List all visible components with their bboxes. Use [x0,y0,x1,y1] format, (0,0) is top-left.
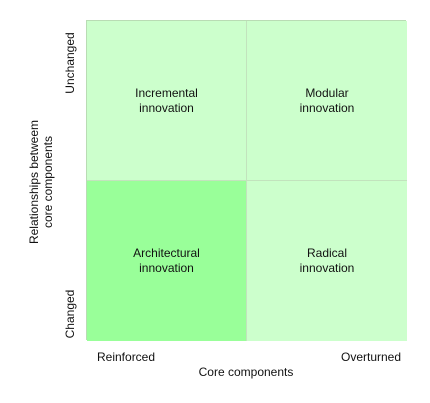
quadrant-radical: Radical innovation [247,181,407,341]
y-axis-bottom-label: Changed [63,289,77,339]
quadrant-modular: Modular innovation [247,21,407,181]
y-axis-top-label: Unchanged [63,32,77,94]
x-axis-high-label: Overturned [341,350,402,364]
y-axis-title: Relationships betweem core components [27,119,55,245]
quadrant-architectural: Architectural innovation [87,181,247,341]
quadrant-incremental: Incremental innovation [87,21,247,181]
x-axis-low-label: Reinforced [97,350,156,364]
innovation-matrix: Incremental innovation Modular innovatio… [86,20,407,341]
x-axis-title: Core components [198,365,294,379]
